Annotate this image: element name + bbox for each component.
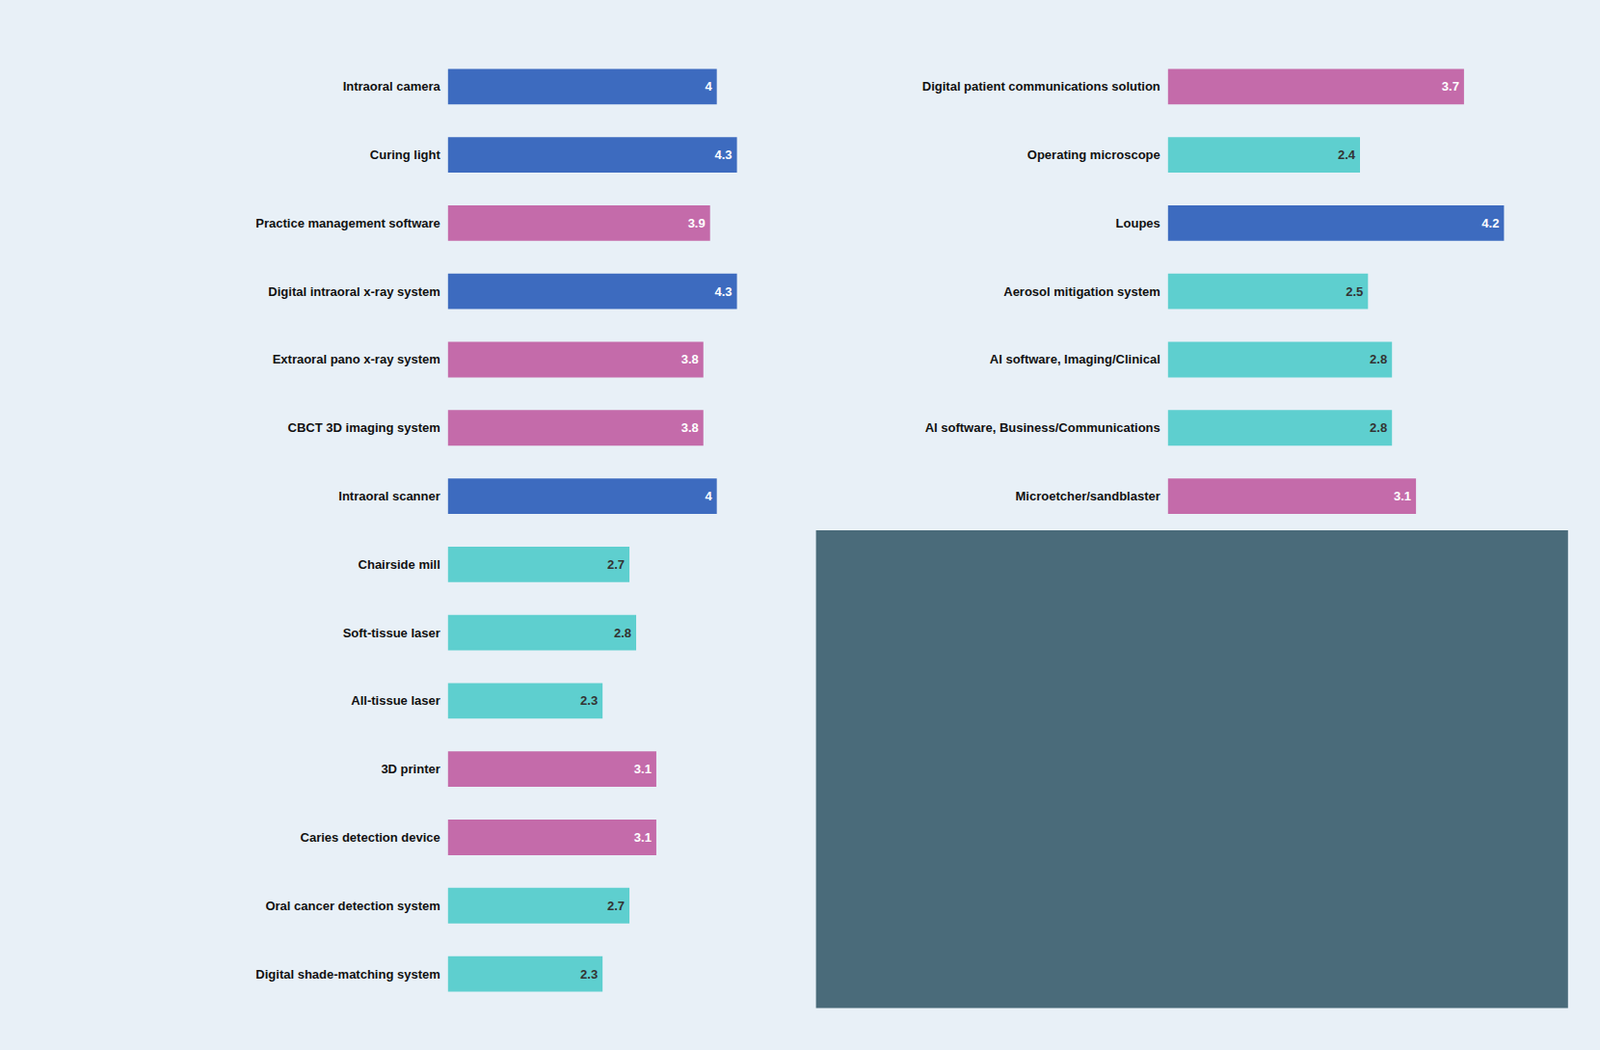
svg-text:Loupes: Loupes bbox=[1116, 215, 1161, 231]
svg-text:CBCT 3D imaging system: CBCT 3D imaging system bbox=[288, 420, 441, 435]
svg-text:3.9: 3.9 bbox=[688, 215, 706, 231]
svg-text:Microetcher/sandblaster: Microetcher/sandblaster bbox=[1015, 488, 1161, 504]
svg-text:3.1: 3.1 bbox=[634, 829, 652, 845]
svg-text:Extraoral pano x-ray system: Extraoral pano x-ray system bbox=[272, 351, 441, 367]
svg-text:Soft-tissue laser: Soft-tissue laser bbox=[343, 625, 441, 640]
svg-text:4.3: 4.3 bbox=[715, 147, 733, 162]
svg-text:Chairside mill: Chairside mill bbox=[358, 557, 441, 572]
svg-text:Operating microscope: Operating microscope bbox=[1027, 147, 1161, 162]
svg-text:2.7: 2.7 bbox=[607, 557, 625, 572]
svg-text:4: 4 bbox=[704, 79, 713, 94]
svg-text:Digital patient communications: Digital patient communications solution bbox=[922, 79, 1161, 94]
svg-text:All-tissue laser: All-tissue laser bbox=[350, 693, 441, 708]
svg-text:3.1: 3.1 bbox=[1393, 488, 1412, 504]
svg-text:4.3: 4.3 bbox=[715, 284, 733, 299]
svg-text:3D printer: 3D printer bbox=[380, 761, 440, 776]
svg-text:4: 4 bbox=[704, 488, 713, 504]
svg-text:Digital shade-matching system: Digital shade-matching system bbox=[255, 966, 440, 982]
svg-text:Aerosol mitigation system: Aerosol mitigation system bbox=[1003, 284, 1161, 299]
svg-text:3.1: 3.1 bbox=[634, 761, 652, 776]
svg-text:2.8: 2.8 bbox=[1369, 420, 1387, 435]
svg-text:Practice management software: Practice management software bbox=[255, 215, 440, 231]
svg-text:3.8: 3.8 bbox=[681, 420, 699, 435]
svg-text:2.7: 2.7 bbox=[607, 898, 625, 913]
svg-text:2.8: 2.8 bbox=[613, 625, 632, 640]
svg-text:2.3: 2.3 bbox=[580, 693, 598, 708]
svg-text:Intraoral scanner: Intraoral scanner bbox=[338, 488, 441, 504]
svg-text:Caries detection device: Caries detection device bbox=[300, 829, 441, 845]
svg-text:4.2: 4.2 bbox=[1481, 215, 1499, 231]
svg-text:3.7: 3.7 bbox=[1441, 79, 1460, 94]
svg-text:Curing light: Curing light bbox=[370, 147, 442, 162]
svg-text:2.3: 2.3 bbox=[580, 966, 598, 982]
svg-text:Digital intraoral x-ray system: Digital intraoral x-ray system bbox=[267, 284, 440, 299]
svg-text:2.4: 2.4 bbox=[1337, 147, 1357, 162]
svg-text:3.8: 3.8 bbox=[681, 351, 699, 367]
svg-text:Intraoral camera: Intraoral camera bbox=[343, 79, 442, 94]
svg-text:2.5: 2.5 bbox=[1345, 284, 1363, 299]
svg-text:AI software, Imaging/Clinical: AI software, Imaging/Clinical bbox=[989, 351, 1161, 367]
svg-text:Oral cancer detection system: Oral cancer detection system bbox=[265, 898, 440, 913]
svg-text:AI software, Business/Communic: AI software, Business/Communications bbox=[925, 420, 1161, 435]
svg-text:2.8: 2.8 bbox=[1369, 351, 1387, 367]
